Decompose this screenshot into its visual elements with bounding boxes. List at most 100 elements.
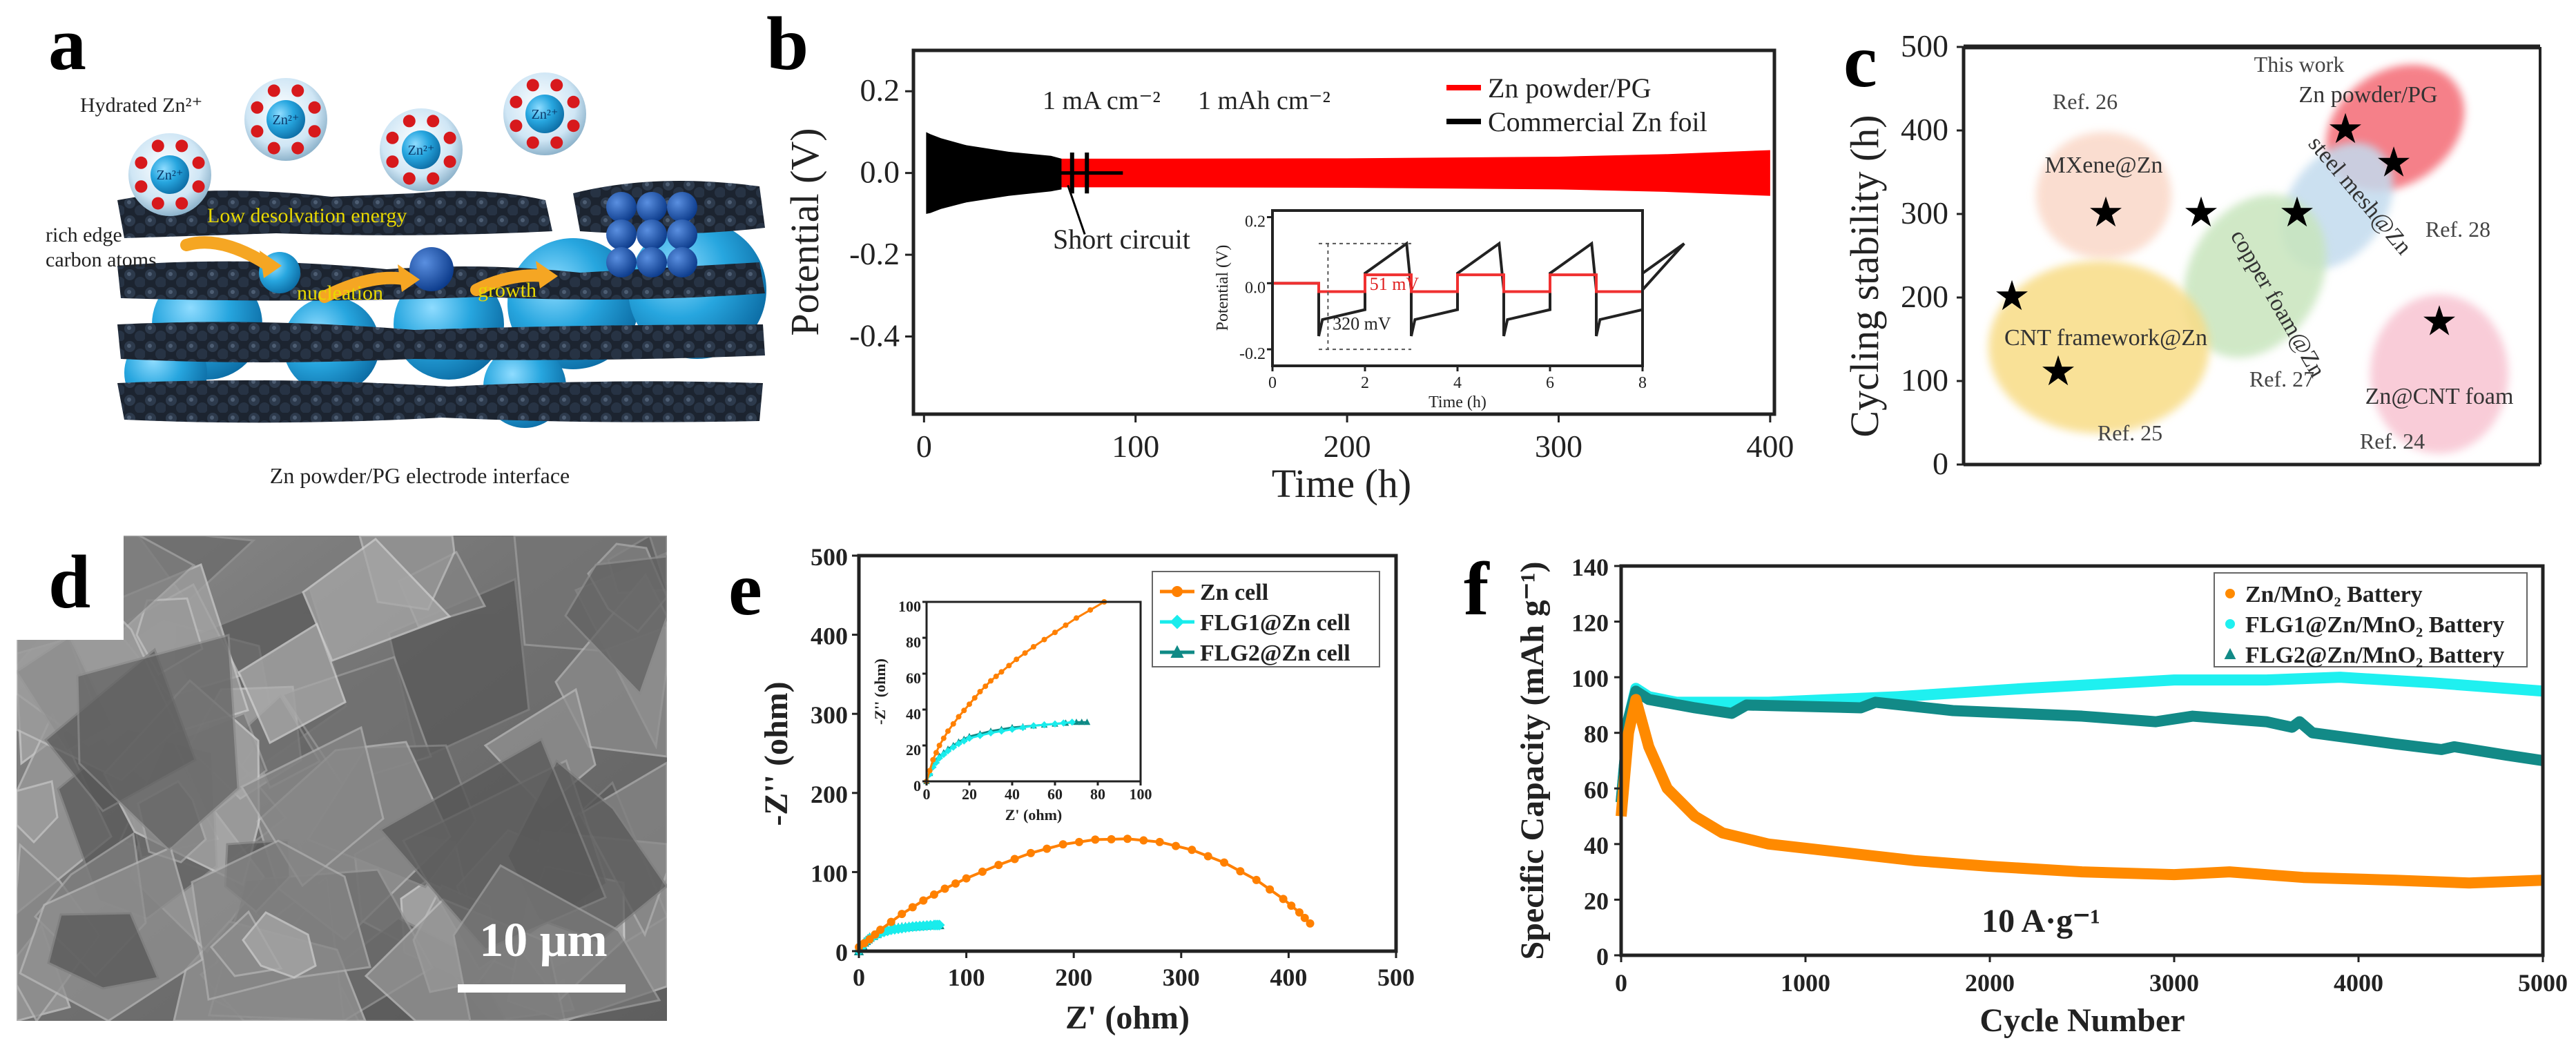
circle-marker bbox=[1063, 622, 1069, 628]
water-oxygen-icon bbox=[291, 141, 304, 155]
circle-marker bbox=[865, 935, 874, 944]
water-oxygen-icon bbox=[386, 131, 399, 144]
x-tick-label: 100 bbox=[1130, 785, 1152, 803]
x-tick-label: 100 bbox=[1112, 429, 1159, 464]
x-tick-label: 8 bbox=[1638, 374, 1647, 392]
water-oxygen-icon bbox=[192, 156, 205, 169]
y-tick-label: 0 bbox=[835, 939, 848, 966]
y-tick-label: 500 bbox=[811, 543, 848, 571]
y-tick-label: -0.4 bbox=[849, 318, 900, 353]
water-oxygen-icon bbox=[386, 155, 399, 168]
water-oxygen-icon bbox=[443, 155, 456, 168]
circle-marker bbox=[2225, 589, 2235, 598]
scale-bar-label: 10 μm bbox=[479, 914, 608, 967]
circle-marker bbox=[1252, 875, 1261, 884]
graphene-flake bbox=[240, 725, 385, 888]
series-zn-powder-pg bbox=[1061, 150, 1770, 196]
water-oxygen-icon bbox=[175, 197, 188, 210]
diamond-marker bbox=[949, 743, 957, 751]
carbon-layer bbox=[117, 380, 763, 423]
x-tick-label: 300 bbox=[1163, 964, 1200, 991]
circle-marker bbox=[919, 896, 928, 905]
group-ellipse bbox=[2370, 295, 2508, 453]
y-tick-label: 60 bbox=[906, 670, 921, 687]
circle-marker bbox=[962, 874, 971, 883]
circle-marker bbox=[1139, 836, 1148, 845]
circle-marker bbox=[929, 890, 938, 899]
arrow-head-icon bbox=[260, 251, 282, 278]
legend-label: Zn cell bbox=[1200, 580, 1268, 605]
inset-y-axis-label: Potential (V) bbox=[1214, 245, 1232, 331]
star-marker-icon: ★ bbox=[2421, 297, 2458, 345]
x-tick-label: 4 bbox=[1453, 374, 1462, 392]
water-oxygen-icon bbox=[192, 180, 205, 193]
diamond-marker bbox=[987, 729, 995, 736]
hydrated-zn-label: Hydrated Zn²⁺ bbox=[80, 94, 202, 117]
x-tick-label: 2 bbox=[1361, 374, 1369, 392]
circle-marker bbox=[1203, 852, 1212, 861]
panel-a-caption: Zn powder/PG electrode interface bbox=[270, 463, 570, 488]
group-label: CNT framework@Zn bbox=[2004, 325, 2207, 351]
water-oxygen-icon bbox=[510, 95, 523, 108]
sem-flakes bbox=[17, 536, 667, 1021]
inset-series-zn-powder-pg bbox=[1272, 273, 1644, 293]
diamond-marker bbox=[1051, 720, 1059, 728]
y-tick-label: 100 bbox=[1571, 665, 1609, 692]
panel-d-sem-image: 10 μm bbox=[17, 536, 667, 1021]
hydrated-zinc-ion: Zn²⁺ bbox=[503, 72, 586, 155]
diamond-marker bbox=[955, 740, 962, 748]
diamond-marker bbox=[965, 734, 974, 742]
diamond-marker bbox=[936, 754, 943, 762]
circle-marker bbox=[871, 930, 880, 939]
panel-label-b: b bbox=[766, 1, 808, 86]
diamond-marker bbox=[960, 737, 968, 745]
circle-marker bbox=[1306, 919, 1315, 928]
circle-marker bbox=[1172, 586, 1183, 597]
inset-black-annotation: 320 mV bbox=[1333, 313, 1391, 333]
circle-marker bbox=[1006, 663, 1012, 669]
x-tick-label: 200 bbox=[1324, 429, 1371, 464]
circle-marker bbox=[908, 903, 917, 912]
water-oxygen-icon bbox=[175, 139, 188, 153]
diamond-marker bbox=[944, 747, 952, 754]
legend-label: FLG1@Zn cell bbox=[1200, 610, 1350, 636]
circle-marker bbox=[1052, 630, 1058, 636]
ion-label: Zn²⁺ bbox=[157, 168, 184, 183]
circle-marker bbox=[1279, 895, 1288, 904]
water-oxygen-icon bbox=[403, 115, 416, 128]
circle-marker bbox=[1220, 858, 1229, 867]
x-tick-label: 0 bbox=[1268, 374, 1277, 392]
zinc-cluster-sphere bbox=[606, 192, 637, 222]
short-circuit-label: Short circuit bbox=[1053, 224, 1190, 255]
x-tick-label: 6 bbox=[1546, 374, 1554, 392]
y-tick-label: 100 bbox=[1901, 362, 1948, 398]
zinc-cluster-sphere bbox=[637, 219, 667, 250]
y-axis-label: Cycling stability (h) bbox=[1842, 115, 1887, 437]
y-tick-label: 80 bbox=[1584, 721, 1609, 748]
circle-marker bbox=[1014, 656, 1020, 663]
diamond-marker bbox=[1060, 719, 1067, 727]
circle-marker bbox=[1123, 835, 1132, 843]
annotation-pointer bbox=[1067, 184, 1086, 235]
circle-marker bbox=[940, 884, 949, 893]
hydrated-zinc-ion: Zn²⁺ bbox=[380, 108, 463, 191]
y-tick-label: 20 bbox=[1584, 887, 1609, 915]
arrow-head-icon bbox=[536, 261, 558, 289]
group-ellipse bbox=[2183, 194, 2327, 358]
water-oxygen-icon bbox=[308, 101, 321, 114]
graphene-flake bbox=[47, 912, 160, 990]
legend-label: Zn/MnO₂ Battery bbox=[2245, 582, 2423, 607]
water-oxygen-icon bbox=[267, 141, 280, 155]
water-oxygen-icon bbox=[550, 79, 563, 92]
circle-marker bbox=[1091, 835, 1100, 844]
circle-marker bbox=[1172, 841, 1181, 850]
plot-frame-f bbox=[1619, 564, 2545, 957]
x-tick-label: 1000 bbox=[1781, 969, 1830, 997]
circle-marker bbox=[1074, 615, 1079, 621]
circle-marker bbox=[998, 669, 1005, 675]
zinc-cluster-sphere bbox=[606, 219, 637, 250]
circle-marker bbox=[994, 861, 1003, 870]
